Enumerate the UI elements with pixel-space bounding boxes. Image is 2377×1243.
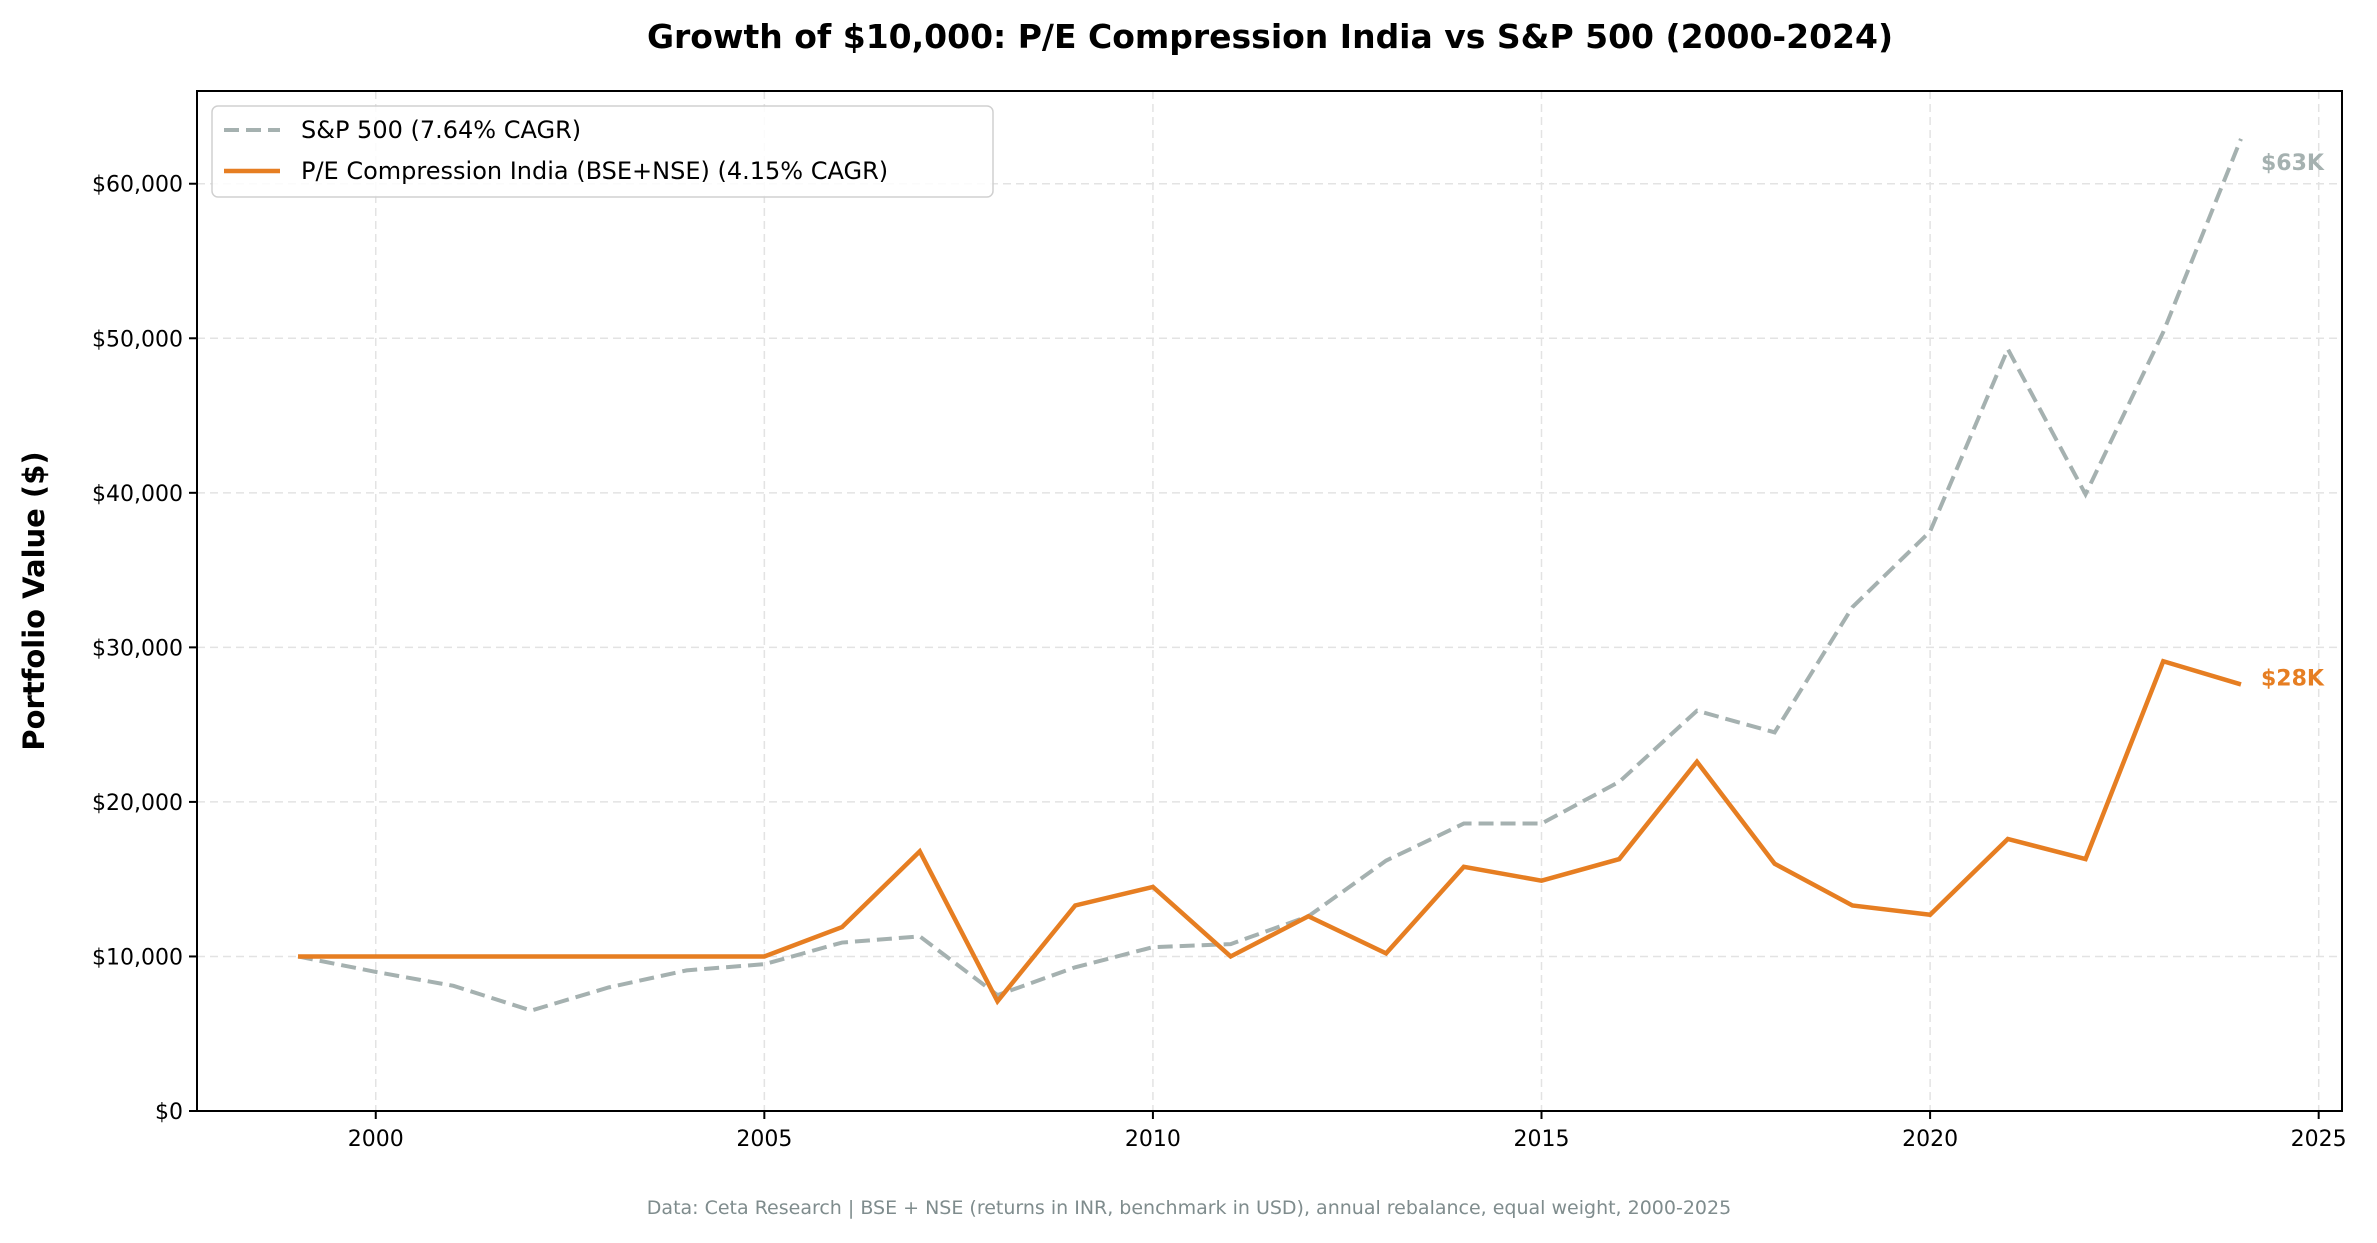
series-line-india: [298, 658, 2242, 1006]
x-tick-label: 2015: [1514, 1127, 1570, 1152]
y-tick-label: $0: [155, 1100, 183, 1125]
footnote: Data: Ceta Research | BSE + NSE (returns…: [647, 1197, 1731, 1219]
x-tick-label: 2010: [1125, 1127, 1181, 1152]
end-label: $28K: [2261, 666, 2325, 691]
y-tick-label: $60,000: [92, 173, 183, 198]
plot-frame: [196, 90, 2343, 1112]
grid: [197, 91, 2342, 1112]
y-tick-label: $40,000: [92, 482, 183, 507]
legend-box: [211, 105, 994, 198]
y-axis-label: Portfolio Value ($): [17, 451, 51, 750]
y-tick-label: $10,000: [92, 945, 183, 970]
legend-label: S&P 500 (7.64% CAGR): [301, 116, 581, 144]
chart-title: Growth of $10,000: P/E Compression India…: [647, 17, 1893, 56]
axis-ticks: 2000 2005 2010 2015 2020 2025 $0 $10,000 $20,000…: [92, 173, 2347, 1152]
x-tick-label: 2005: [736, 1127, 792, 1152]
series-lines: $63K $28K: [297, 138, 2325, 1013]
y-tick-label: $50,000: [92, 327, 183, 352]
legend-label: P/E Compression India (BSE+NSE) (4.15% C…: [301, 157, 888, 185]
series-line-sp500: [297, 138, 2243, 1013]
x-tick-label: 2020: [1902, 1127, 1958, 1152]
y-tick-label: $20,000: [92, 791, 183, 816]
x-tick-label: 2000: [348, 1127, 404, 1152]
end-label: $63K: [2261, 151, 2325, 176]
legend: S&P 500 (7.64% CAGR) P/E Compression Indi…: [211, 105, 994, 198]
y-tick-label: $30,000: [92, 636, 183, 661]
x-tick-label: 2025: [2291, 1127, 2347, 1152]
